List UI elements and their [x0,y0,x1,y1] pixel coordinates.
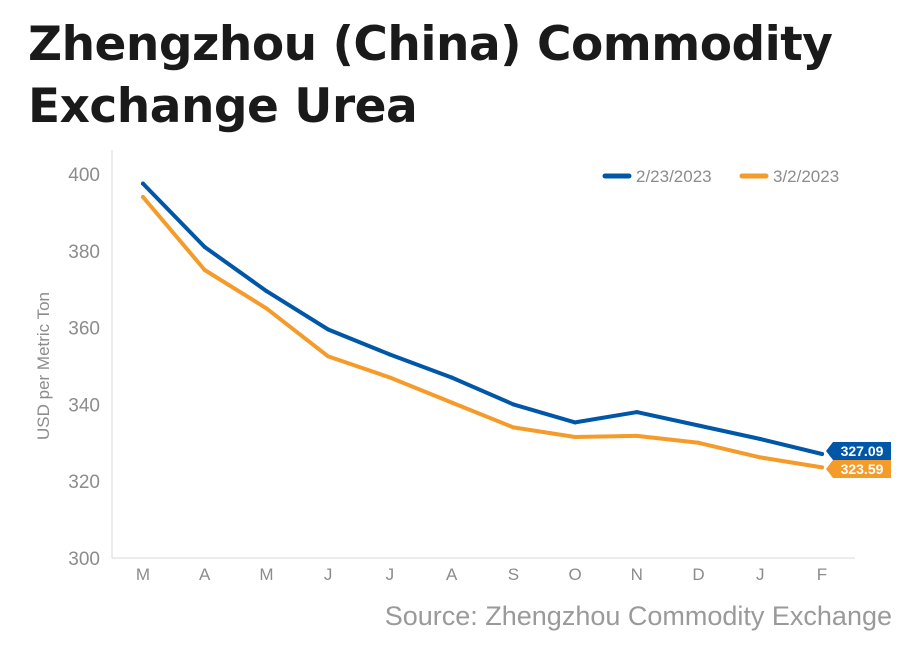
x-tick-label: A [199,565,211,584]
x-tick-label: J [324,565,333,584]
x-tick-label: O [568,565,581,584]
source-note: Source: Zhengzhou Commodity Exchange [384,601,892,631]
series-line-1 [141,181,824,456]
data-point [511,425,516,430]
y-tick-label: 320 [68,472,100,493]
x-tick-label: D [692,565,704,584]
end-value-label: 327.09 [841,443,884,459]
data-point [141,195,145,200]
series-line-2 [141,195,824,470]
x-tick-label: A [446,565,458,584]
x-tick-label: J [386,565,395,584]
data-point [696,440,701,445]
x-tick-label: N [631,565,643,584]
y-tick-label: 300 [68,549,100,570]
data-point [511,402,516,407]
data-point [820,451,824,456]
data-point [141,181,145,186]
legend-label: 2/23/2023 [636,167,712,186]
data-point [264,306,269,311]
data-point [573,420,578,425]
x-tick-label: F [817,565,827,584]
legend-label: 3/2/2023 [773,167,839,186]
data-point [326,327,331,332]
y-axis-label: USD per Metric Ton [34,292,53,440]
chart-title-line-2: Exchange Urea [28,79,418,134]
data-point [820,465,824,470]
y-tick-label: 380 [68,242,100,263]
data-point [449,375,454,380]
x-tick-label: S [508,565,519,584]
end-value-tag [826,442,891,460]
data-point [449,400,454,405]
x-tick-label: M [259,565,273,584]
data-point [264,289,269,294]
data-point [696,423,701,428]
data-point [387,375,392,380]
data-point [758,436,763,441]
chart-title: Zhengzhou (China) Commodity Exchange Ure… [28,14,898,138]
data-point [387,352,392,357]
data-point [634,433,639,438]
end-value-label: 323.59 [841,461,884,477]
data-point [326,354,331,359]
y-tick-label: 400 [68,165,100,186]
data-point [573,435,578,440]
y-tick-label: 340 [68,395,100,416]
x-tick-label: M [136,565,150,584]
y-tick-label: 360 [68,319,100,340]
data-point [202,244,207,249]
x-tick-label: J [756,565,765,584]
data-point [202,268,207,272]
end-value-tag [826,460,891,478]
data-point [758,455,763,460]
data-point [634,410,639,415]
chart-title-line-1: Zhengzhou (China) Commodity [28,17,833,72]
